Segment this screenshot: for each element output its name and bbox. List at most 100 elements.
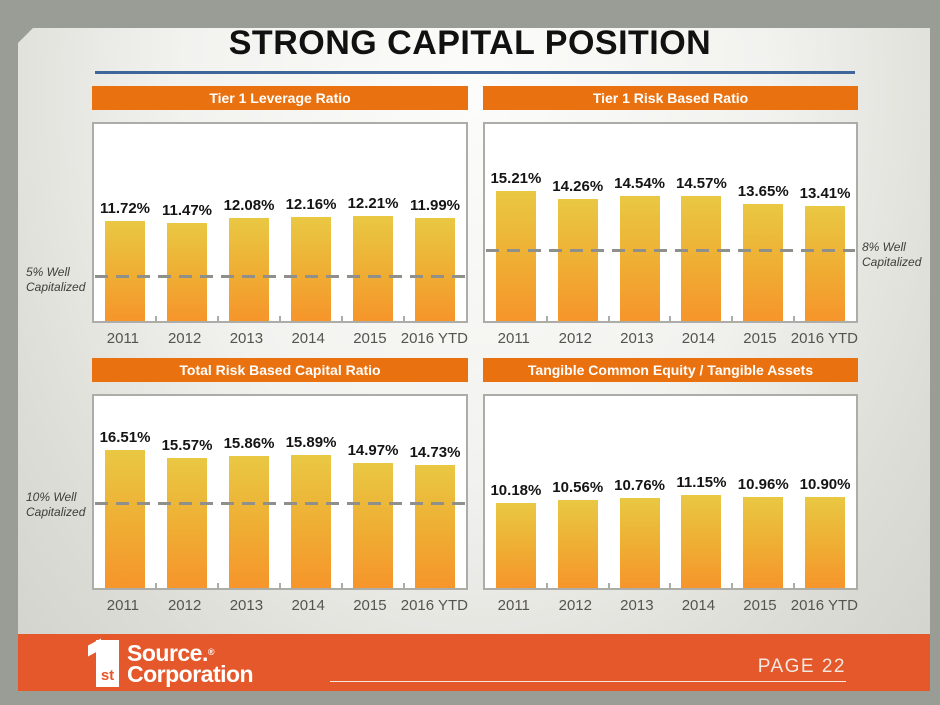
bar: [415, 218, 455, 321]
bar-cell: 16.51%: [94, 396, 157, 588]
bar: [557, 199, 598, 321]
bar-value-label: 12.16%: [285, 196, 337, 213]
x-axis-label: 2016 YTD: [400, 330, 469, 347]
x-axis-label: 2016 YTD: [400, 597, 469, 614]
x-axis-label: 2011: [106, 330, 139, 347]
axis-tick: [217, 583, 219, 588]
x-axis-label: 2013: [620, 330, 654, 347]
chart-plot-area: 16.51% 15.57% 15.86% 15.89% 14.97% 14.73%: [92, 394, 468, 590]
bar: [291, 217, 331, 321]
bar-value-label: 11.15%: [676, 474, 727, 491]
bar-value-label: 13.65%: [737, 183, 789, 200]
x-axis-label: 2012: [558, 330, 592, 347]
bar-value-label: 15.21%: [490, 170, 542, 187]
page-title: STRONG CAPITAL POSITION: [228, 24, 712, 62]
bar-value-label: 10.56%: [552, 479, 604, 496]
x-axis-labels: 2011 2012 2013 2014 2015 2016 YTD: [92, 330, 468, 347]
well-capitalized-reference-line: [486, 249, 855, 252]
bar-cell: 12.16%: [280, 124, 343, 321]
bar-value-label: 14.54%: [614, 175, 665, 192]
bar: [619, 196, 660, 321]
x-axis-label: 2015: [743, 330, 777, 347]
axis-tick: [669, 316, 672, 321]
page-number: PAGE 22: [757, 656, 846, 677]
bar-value-label: 16.51%: [99, 429, 151, 446]
bar: [619, 498, 660, 588]
reference-label-5pct: 5% Well Capitalized: [26, 265, 86, 294]
bar-cell: 10.18%: [485, 396, 548, 588]
bar-cell: 15.21%: [485, 124, 548, 321]
x-axis-labels: 2011 2012 2013 2014 2015 2016 YTD: [483, 597, 858, 614]
axis-tick: [731, 583, 734, 588]
bar-value-label: 15.57%: [161, 437, 213, 454]
bar-cell: 14.57%: [670, 124, 734, 321]
x-axis-label: 2011: [497, 597, 530, 614]
bar-cell: 11.72%: [94, 124, 157, 321]
chart-plot-area: 11.72% 11.47% 12.08% 12.16% 12.21% 11.99%: [92, 122, 468, 323]
bar: [743, 204, 784, 321]
bar-value-label: 13.41%: [799, 185, 851, 202]
bar-cell: 14.97%: [342, 396, 405, 588]
bar: [229, 218, 269, 321]
bar-cell: 12.08%: [218, 124, 281, 321]
chart-title-bar: Total Risk Based Capital Ratio: [92, 358, 468, 382]
axis-tick: [403, 583, 405, 588]
bar-cell: 12.21%: [342, 124, 405, 321]
axis-tick: [607, 316, 610, 321]
bar-value-label: 10.90%: [799, 476, 851, 493]
chart-title-bar: Tier 1 Leverage Ratio: [92, 86, 468, 110]
x-axis-label: 2015: [743, 597, 777, 614]
x-axis-label: 2011: [106, 597, 139, 614]
bar: [495, 503, 536, 588]
logo-st-text: st: [100, 666, 115, 684]
bar: [291, 455, 331, 588]
bar-value-label: 11.72%: [99, 200, 151, 217]
x-axis-label: 2015: [353, 597, 387, 614]
x-axis-label: 2014: [291, 597, 325, 614]
bar-value-label: 14.97%: [347, 442, 399, 459]
bar-value-label: 11.47%: [161, 202, 213, 219]
bar: [105, 450, 145, 588]
reference-label-8pct: 8% Well Capitalized: [862, 240, 922, 269]
logo-numeral-one: st: [88, 638, 122, 687]
bar: [353, 463, 393, 588]
bar: [681, 196, 722, 321]
bar: [167, 223, 207, 321]
bar-cell: 11.15%: [670, 396, 734, 588]
bar-value-label: 14.26%: [552, 178, 604, 195]
bar: [229, 456, 269, 588]
bar-value-label: 12.08%: [223, 197, 275, 214]
bar: [743, 497, 784, 588]
bar-cell: 14.73%: [404, 396, 466, 588]
bar-cell: 15.89%: [280, 396, 343, 588]
bar-value-label: 11.99%: [409, 197, 461, 214]
chart-title-bar: Tier 1 Risk Based Ratio: [483, 86, 858, 110]
bar: [105, 221, 145, 321]
axis-tick: [793, 583, 796, 588]
axis-tick: [279, 316, 281, 321]
logo-corporation-line: Corporation: [127, 660, 254, 687]
well-capitalized-reference-line: [95, 502, 465, 505]
bar-cell: 11.47%: [156, 124, 219, 321]
chart-title-bar: Tangible Common Equity / Tangible Assets: [483, 358, 858, 382]
axis-tick: [279, 583, 281, 588]
bar: [557, 500, 598, 588]
reference-label-10pct: 10% Well Capitalized: [26, 490, 86, 519]
bar: [167, 458, 207, 588]
bar-value-label: 14.57%: [675, 175, 727, 192]
axis-tick: [545, 316, 548, 321]
logo-source-line: Source.®: [127, 639, 215, 666]
bar: [805, 206, 846, 321]
bar-cell: 11.99%: [404, 124, 466, 321]
footer-band: st Source.® Corporation PAGE 22: [18, 634, 930, 691]
axis-tick: [341, 316, 343, 321]
x-axis-label: 2013: [620, 597, 654, 614]
chart-panel-tier1-leverage: Tier 1 Leverage Ratio 11.72% 11.47% 12.08%…: [92, 86, 468, 347]
bar: [353, 216, 393, 321]
axis-tick: [155, 316, 157, 321]
bar-cell: 15.86%: [218, 396, 281, 588]
bar-cell: 10.90%: [794, 396, 856, 588]
bar: [805, 497, 846, 588]
chart-plot-area: 15.21% 14.26% 14.54% 14.57% 13.65% 13.41%: [483, 122, 858, 323]
axis-tick: [155, 583, 157, 588]
